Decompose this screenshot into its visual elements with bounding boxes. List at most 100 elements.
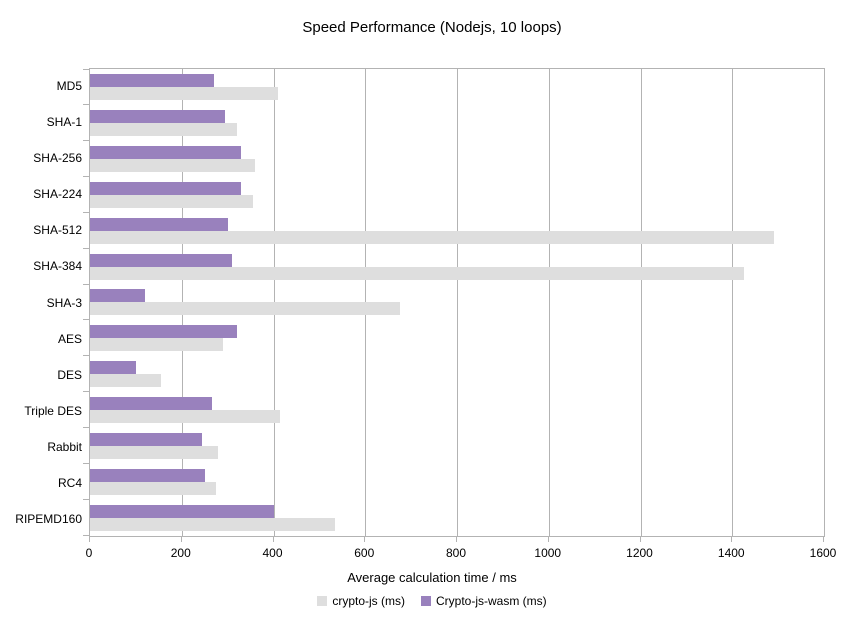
bar-group-ripemd160 bbox=[90, 500, 824, 536]
bar-crypto-js-wasm-sha-224 bbox=[90, 181, 242, 195]
y-tick-mark bbox=[83, 139, 89, 141]
bar-crypto-js-rc4 bbox=[90, 482, 217, 496]
bar-crypto-js-wasm-rc4 bbox=[90, 469, 205, 483]
x-tick-mark-200 bbox=[180, 537, 182, 542]
bar-crypto-js-rabbit bbox=[90, 446, 219, 460]
bar-crypto-js-aes bbox=[90, 338, 224, 352]
bar-crypto-js-sha-512 bbox=[90, 230, 774, 244]
chart-title: Speed Performance (Nodejs, 10 loops) bbox=[302, 19, 562, 36]
y-tick-mark bbox=[83, 391, 89, 393]
x-tick-label-1600: 1600 bbox=[809, 546, 837, 560]
legend-label: Crypto-js-wasm (ms) bbox=[436, 594, 547, 608]
legend-swatch-icon bbox=[421, 596, 431, 606]
bar-group-des bbox=[90, 356, 824, 392]
bar-crypto-js-wasm-triple-des bbox=[90, 397, 212, 411]
bar-group-rc4 bbox=[90, 464, 824, 500]
y-tick-mark bbox=[83, 69, 89, 70]
gridline-800 bbox=[457, 69, 458, 536]
y-tick-mark bbox=[83, 463, 89, 465]
y-label-triple-des: Triple DES bbox=[24, 403, 82, 418]
bar-crypto-js-wasm-sha-384 bbox=[90, 253, 233, 267]
legend: crypto-js (ms) Crypto-js-wasm (ms) bbox=[0, 594, 864, 608]
bar-crypto-js-wasm-ripemd160 bbox=[90, 505, 274, 519]
legend-item-crypto-js-wasm-ms-: Crypto-js-wasm (ms) bbox=[421, 594, 547, 608]
bar-crypto-js-sha-1 bbox=[90, 122, 237, 136]
bar-group-aes bbox=[90, 320, 824, 356]
y-tick-mark bbox=[83, 319, 89, 321]
x-tick-label-400: 400 bbox=[262, 546, 283, 560]
bar-crypto-js-des bbox=[90, 374, 162, 388]
bar-group-rabbit bbox=[90, 428, 824, 464]
x-tick-mark-1400 bbox=[731, 537, 733, 542]
y-label-sha-384: SHA-384 bbox=[33, 259, 82, 274]
x-tick-mark-0 bbox=[89, 537, 90, 542]
x-tick-mark-1000 bbox=[547, 537, 549, 542]
y-label-md5: MD5 bbox=[56, 79, 82, 94]
legend-item-crypto-js-ms-: crypto-js (ms) bbox=[317, 594, 405, 608]
bar-crypto-js-wasm-aes bbox=[90, 325, 237, 339]
x-tick-mark-1600 bbox=[823, 537, 824, 542]
bar-crypto-js-wasm-sha-512 bbox=[90, 217, 228, 231]
bar-crypto-js-wasm-sha-256 bbox=[90, 145, 242, 159]
x-tick-mark-400 bbox=[272, 537, 274, 542]
y-tick-mark bbox=[83, 211, 89, 213]
bar-group-sha-3 bbox=[90, 285, 824, 321]
y-tick-mark bbox=[83, 103, 89, 105]
bar-crypto-js-sha-224 bbox=[90, 194, 253, 208]
y-tick-mark bbox=[83, 535, 89, 536]
bar-crypto-js-triple-des bbox=[90, 410, 281, 424]
y-label-sha-512: SHA-512 bbox=[33, 223, 82, 238]
bar-crypto-js-ripemd160 bbox=[90, 518, 336, 532]
y-tick-mark bbox=[83, 247, 89, 249]
gridline-1000 bbox=[548, 69, 550, 536]
bar-group-md5 bbox=[90, 69, 824, 105]
y-label-aes: AES bbox=[57, 331, 82, 346]
bar-crypto-js-sha-384 bbox=[90, 266, 744, 280]
bar-group-triple-des bbox=[90, 392, 824, 428]
gridline-1200 bbox=[640, 69, 642, 536]
bar-group-sha-384 bbox=[90, 249, 824, 285]
y-label-rc4: RC4 bbox=[57, 475, 82, 490]
bar-crypto-js-wasm-rabbit bbox=[90, 433, 203, 447]
bar-group-sha-1 bbox=[90, 105, 824, 141]
x-tick-label-0: 0 bbox=[85, 546, 93, 560]
y-tick-mark bbox=[83, 499, 89, 501]
x-tick-mark-1200 bbox=[639, 537, 641, 542]
x-tick-label-1400: 1400 bbox=[717, 546, 745, 560]
bar-group-sha-224 bbox=[90, 177, 824, 213]
gridline-1400 bbox=[732, 69, 734, 536]
x-tick-label-1200: 1200 bbox=[626, 546, 653, 560]
x-tick-label-1000: 1000 bbox=[534, 546, 562, 560]
legend-swatch-icon bbox=[317, 596, 328, 606]
y-label-ripemd160: RIPEMD160 bbox=[15, 511, 82, 526]
x-tick-label-200: 200 bbox=[170, 546, 191, 560]
bar-crypto-js-sha-3 bbox=[90, 302, 400, 316]
y-label-sha-3: SHA-3 bbox=[46, 295, 82, 310]
y-label-sha-1: SHA-1 bbox=[46, 115, 82, 130]
bar-group-sha-512 bbox=[90, 213, 824, 249]
x-tick-label-600: 600 bbox=[354, 546, 375, 560]
bar-crypto-js-sha-256 bbox=[90, 158, 256, 172]
plot-area bbox=[83, 68, 825, 542]
bar-crypto-js-md5 bbox=[90, 86, 279, 100]
bar-crypto-js-wasm-md5 bbox=[90, 73, 214, 87]
bar-crypto-js-wasm-sha-3 bbox=[90, 289, 146, 303]
y-label-sha-224: SHA-224 bbox=[33, 187, 82, 202]
y-axis-labels: MD5 SHA-1 SHA-256 SHA-224 SHA-512 SHA-384 SHA-… bbox=[0, 68, 82, 537]
bar-crypto-js-wasm-sha-1 bbox=[90, 109, 226, 123]
x-axis-title: Average calculation time / ms bbox=[347, 570, 517, 585]
y-tick-mark bbox=[83, 355, 89, 357]
x-tick-mark-800 bbox=[456, 537, 457, 542]
bar-group-sha-256 bbox=[90, 141, 824, 177]
bar-crypto-js-wasm-des bbox=[90, 361, 136, 375]
y-tick-mark bbox=[83, 175, 89, 177]
y-label-rabbit: Rabbit bbox=[47, 439, 82, 454]
y-tick-mark bbox=[83, 283, 89, 285]
y-label-sha-256: SHA-256 bbox=[33, 151, 82, 166]
x-tick-label-800: 800 bbox=[445, 546, 467, 560]
bar-rows bbox=[90, 69, 824, 536]
legend-label: crypto-js (ms) bbox=[332, 594, 405, 608]
y-tick-mark bbox=[83, 427, 89, 429]
y-label-des: DES bbox=[57, 367, 82, 382]
